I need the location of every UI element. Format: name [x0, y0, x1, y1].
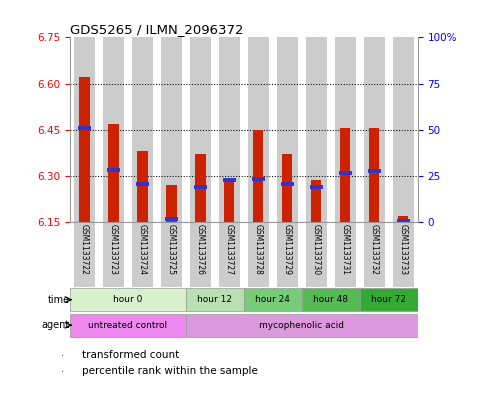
Bar: [335, 37, 356, 222]
Bar: [306, 222, 327, 287]
Bar: [369, 128, 380, 222]
Text: mycophenolic acid: mycophenolic acid: [259, 321, 344, 330]
Bar: [138, 151, 148, 222]
Text: time: time: [48, 295, 70, 305]
Bar: [254, 130, 264, 222]
Text: percentile rank within the sample: percentile rank within the sample: [82, 366, 258, 376]
Bar: [277, 222, 298, 287]
Text: GSM1133728: GSM1133728: [254, 224, 263, 275]
Bar: [74, 37, 95, 222]
Text: GSM1133727: GSM1133727: [225, 224, 234, 275]
Bar: [360, 288, 418, 311]
Text: GSM1133723: GSM1133723: [109, 224, 118, 275]
Text: agent: agent: [42, 320, 70, 330]
Text: GDS5265 / ILMN_2096372: GDS5265 / ILMN_2096372: [70, 23, 243, 36]
Text: transformed count: transformed count: [82, 350, 179, 360]
Bar: [312, 180, 322, 222]
Text: GSM1133724: GSM1133724: [138, 224, 147, 275]
Bar: [190, 222, 211, 287]
Bar: [161, 37, 182, 222]
Text: GSM1133731: GSM1133731: [341, 224, 350, 275]
Bar: [186, 288, 244, 311]
Bar: [62, 371, 63, 372]
Text: GSM1133729: GSM1133729: [283, 224, 292, 275]
Bar: [225, 180, 235, 222]
Bar: [74, 222, 95, 287]
Bar: [219, 37, 240, 222]
Bar: [248, 37, 269, 222]
Bar: [364, 37, 385, 222]
Bar: [103, 37, 124, 222]
Bar: [393, 37, 414, 222]
Bar: [302, 288, 360, 311]
Text: hour 24: hour 24: [256, 295, 290, 304]
Bar: [196, 154, 206, 222]
Text: GSM1133725: GSM1133725: [167, 224, 176, 275]
Text: GSM1133730: GSM1133730: [312, 224, 321, 275]
Text: untreated control: untreated control: [88, 321, 168, 330]
Text: GSM1133732: GSM1133732: [370, 224, 379, 275]
Text: hour 0: hour 0: [114, 295, 142, 304]
Text: GSM1133722: GSM1133722: [80, 224, 89, 275]
Bar: [244, 288, 302, 311]
Bar: [393, 222, 414, 287]
Bar: [364, 222, 385, 287]
Bar: [62, 355, 63, 356]
Text: hour 12: hour 12: [198, 295, 232, 304]
Text: hour 72: hour 72: [371, 295, 406, 304]
Bar: [70, 288, 186, 311]
Text: GSM1133726: GSM1133726: [196, 224, 205, 275]
Bar: [190, 37, 211, 222]
Bar: [398, 216, 409, 222]
Text: GSM1133733: GSM1133733: [399, 224, 408, 275]
Bar: [277, 37, 298, 222]
Bar: [103, 222, 124, 287]
Bar: [341, 128, 351, 222]
Text: hour 48: hour 48: [313, 295, 348, 304]
Bar: [283, 154, 293, 222]
Bar: [132, 37, 153, 222]
Bar: [248, 222, 269, 287]
Bar: [186, 314, 418, 337]
Bar: [109, 123, 119, 222]
Bar: [167, 185, 177, 222]
Bar: [306, 37, 327, 222]
Bar: [161, 222, 182, 287]
Bar: [70, 314, 186, 337]
Bar: [219, 222, 240, 287]
Bar: [132, 222, 153, 287]
Bar: [335, 222, 356, 287]
Bar: [80, 77, 90, 222]
